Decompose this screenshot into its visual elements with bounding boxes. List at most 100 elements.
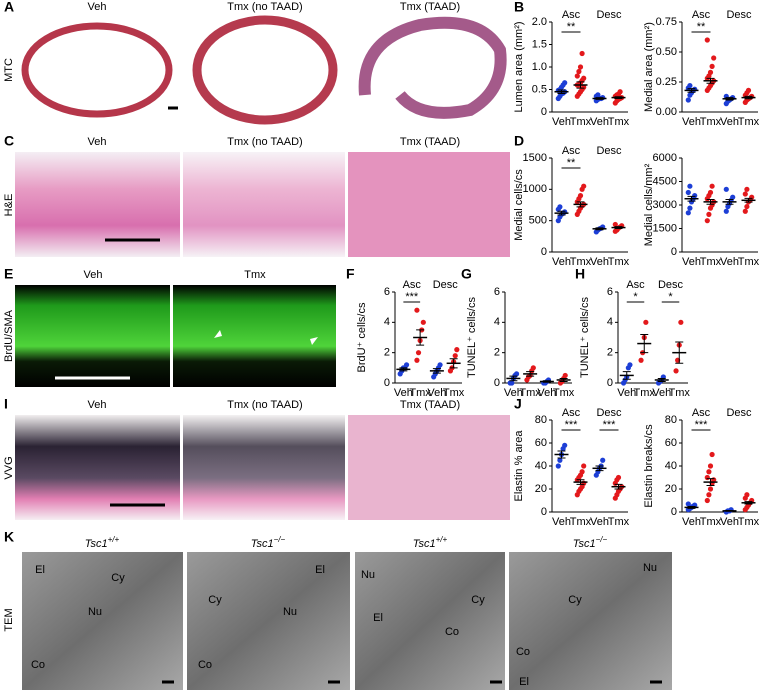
error-bar	[657, 377, 666, 382]
data-point	[704, 37, 710, 43]
y-tick-label: 40	[535, 460, 547, 472]
error-bar	[576, 81, 585, 89]
data-point	[704, 218, 710, 224]
y-tick-label: 0.00	[656, 106, 677, 118]
x-tick-label: Veh	[590, 256, 609, 268]
he-images	[15, 152, 510, 257]
data-point	[742, 191, 748, 197]
error-bar	[706, 478, 715, 487]
y-tick-label: 1500	[653, 222, 677, 234]
y-axis-label: TUNEL⁺ cells/cs	[579, 297, 591, 378]
genotype: −/−	[274, 535, 286, 544]
error-bar	[595, 227, 604, 231]
y-tick-label: 4	[384, 316, 390, 328]
error-bar	[744, 501, 753, 505]
aorta-ring	[21, 22, 173, 118]
data-point	[707, 69, 714, 75]
group-label: Desc	[658, 279, 684, 291]
image-title: Tmx (TAAD)	[400, 399, 460, 411]
y-axis-label: BrdU⁺ cells/cs	[356, 302, 368, 372]
x-tick-label: Veh	[504, 387, 523, 399]
data-point	[685, 210, 691, 216]
y-axis-label: Lumen area (mm²)	[513, 21, 525, 112]
y-tick-label: 2.0	[532, 16, 547, 28]
y-tick-label: 1.0	[532, 61, 547, 73]
x-tick-label: Veh	[720, 256, 739, 268]
error-bar	[744, 95, 753, 100]
error-bar	[576, 479, 585, 485]
error-bar	[725, 97, 734, 101]
group-label: Desc	[433, 279, 459, 291]
y-axis-label: Medial cells/cs	[513, 169, 525, 241]
error-bar	[687, 88, 696, 93]
y-tick-label: 20	[535, 483, 547, 495]
vvg-images	[15, 415, 510, 520]
y-tick-label: 6	[494, 286, 500, 298]
genotype-title: Tsc1−/−	[573, 535, 608, 550]
image-title: Tmx (TAAD)	[400, 136, 460, 148]
data-point	[704, 497, 710, 504]
y-tick-label: 0.5	[532, 83, 547, 95]
error-bar	[557, 89, 566, 95]
y-tick-label: 6	[384, 286, 390, 298]
structure-label: Cy	[111, 572, 125, 584]
genotype-title: Tsc1+/+	[413, 535, 448, 550]
error-bar	[706, 199, 715, 205]
y-tick-label: 3000	[653, 199, 677, 211]
data-point	[638, 357, 644, 363]
y-axis-label: Medial area (mm²)	[643, 22, 655, 112]
group-label: Desc	[596, 145, 622, 157]
image-title: Veh	[88, 399, 107, 411]
significance-label: ***	[695, 419, 709, 431]
data-point	[595, 92, 601, 98]
error-bar	[687, 195, 696, 202]
data-point	[415, 350, 422, 356]
structure-label: Nu	[361, 569, 375, 581]
y-tick-label: 2	[494, 347, 500, 359]
significance-label: ***	[405, 291, 419, 303]
data-point	[685, 189, 691, 196]
data-point	[617, 89, 623, 95]
image-title: Veh	[84, 269, 103, 281]
significance-label: **	[697, 21, 706, 33]
data-point	[562, 80, 568, 86]
error-bar	[542, 380, 551, 383]
data-point	[706, 211, 712, 217]
error-bar	[526, 371, 535, 377]
data-point	[557, 204, 563, 210]
tem-image	[187, 552, 350, 690]
he-image	[183, 152, 345, 257]
image-title: Veh	[88, 136, 107, 148]
x-tick-label: Tmx	[570, 256, 592, 268]
error-bar	[675, 341, 684, 364]
image-title: Tmx (no TAAD)	[227, 136, 302, 148]
structure-label: Co	[516, 646, 530, 658]
data-point	[581, 463, 587, 469]
vvg-image	[183, 415, 345, 520]
y-tick-label: 4500	[653, 175, 677, 187]
error-bar	[706, 77, 715, 84]
data-point	[643, 319, 649, 325]
image-title: Tmx	[244, 269, 266, 281]
data-point	[579, 50, 585, 57]
error-bar	[595, 97, 604, 100]
significance-label: **	[567, 21, 576, 33]
error-bar	[595, 465, 604, 472]
y-tick-label: 20	[665, 483, 677, 495]
group-label: Desc	[596, 407, 622, 419]
image-title: Veh	[88, 1, 107, 13]
data-point	[742, 208, 748, 214]
structure-label: Cy	[471, 594, 485, 606]
error-bar	[687, 505, 696, 509]
data-point	[437, 362, 443, 368]
data-point	[711, 55, 717, 61]
error-bar	[614, 483, 623, 490]
x-tick-label: Tmx	[570, 516, 592, 528]
gene: Tsc1	[251, 538, 274, 550]
x-tick-label: Tmx	[738, 516, 760, 528]
data-point	[577, 64, 584, 70]
aorta-ring	[192, 15, 338, 125]
x-tick-label: Tmx	[519, 387, 541, 399]
data-point	[513, 371, 520, 377]
data-point	[687, 83, 693, 89]
